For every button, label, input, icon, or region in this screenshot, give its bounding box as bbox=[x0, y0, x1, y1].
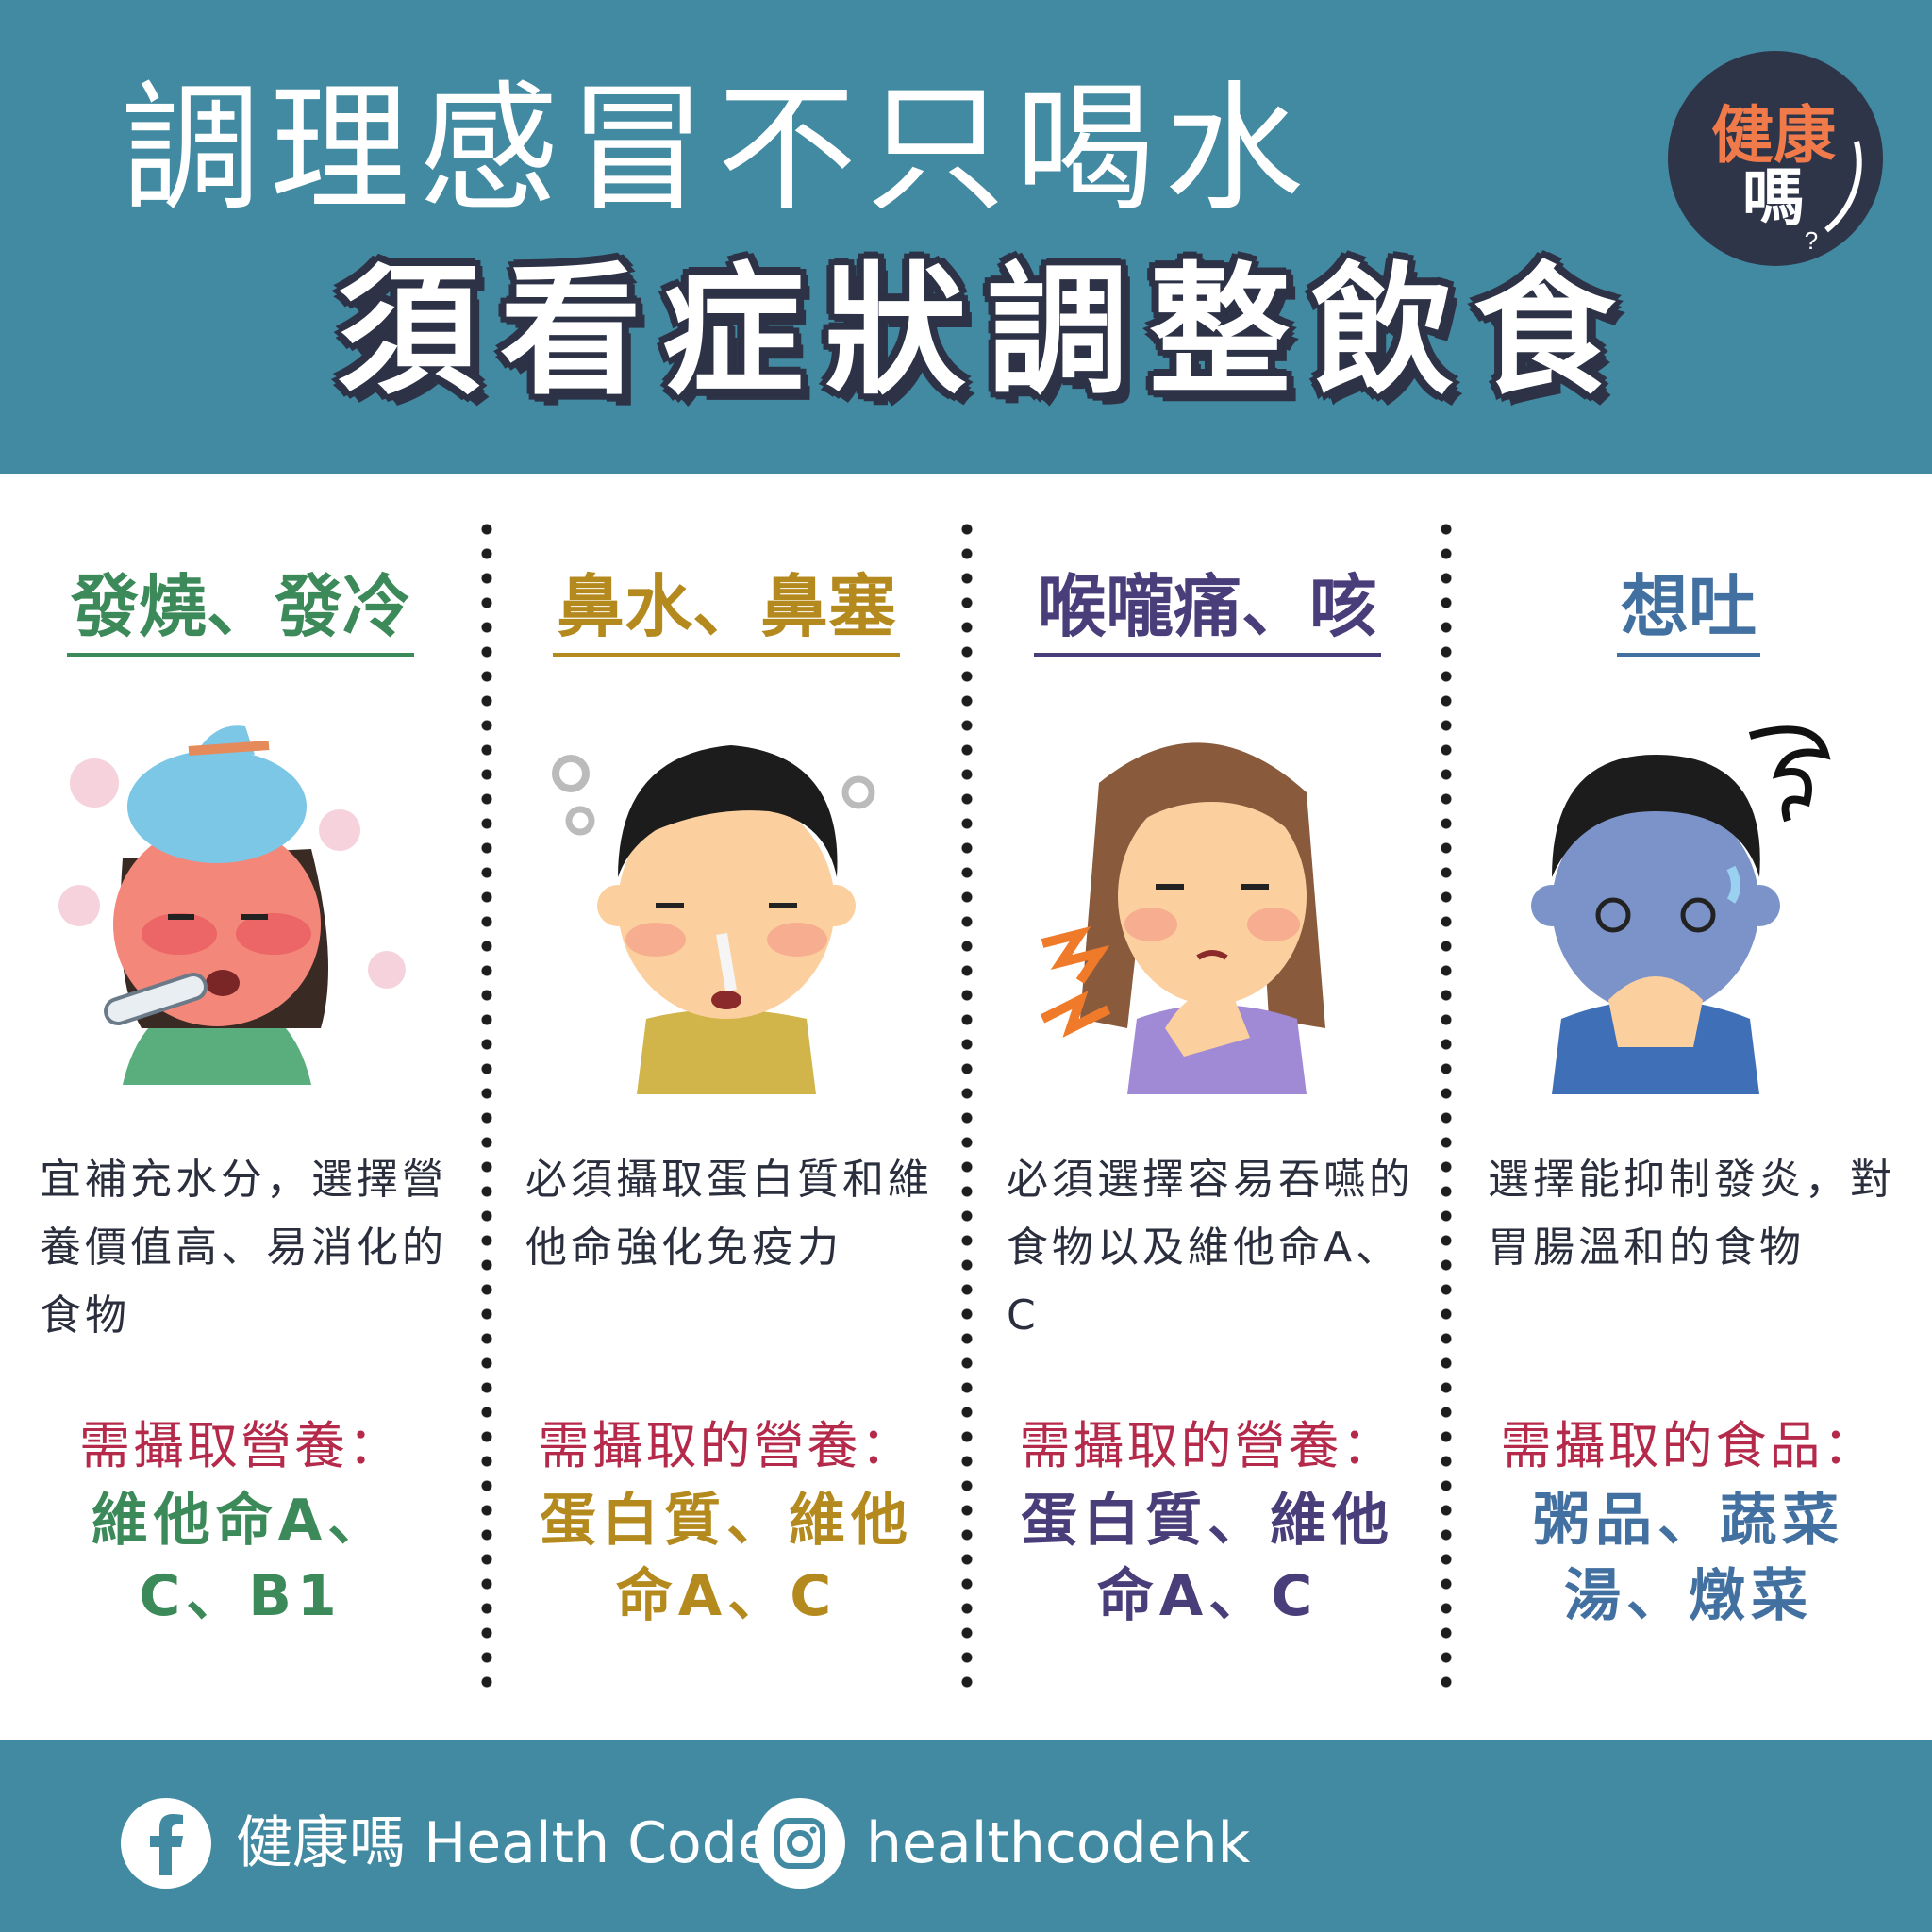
instagram-handle[interactable]: healthcodehk bbox=[866, 1810, 1251, 1876]
runny-nose-person-illustration bbox=[552, 745, 875, 1094]
nutrition-value: 蛋白質、維他 命A、C bbox=[1021, 1488, 1394, 1629]
subtitle: 須看症狀調整飲食 bbox=[337, 250, 1636, 414]
symptom-description: 宜補充水分，選擇營養價值高、易消化的食物 bbox=[40, 1156, 447, 1340]
logo-text-top: 健康 bbox=[1711, 100, 1836, 170]
column-divider bbox=[481, 517, 492, 1698]
symptom-title: 鼻水、鼻塞 bbox=[505, 566, 948, 658]
column-divider bbox=[1441, 517, 1452, 1698]
header-banner bbox=[0, 0, 1932, 474]
symptom-column-runny-nose: 鼻水、鼻塞 必須攝取蛋白質和維他命強化免疫力 需攝取的營養： 蛋白質、維他 命A… bbox=[505, 528, 948, 1707]
nauseous-person-illustration bbox=[1531, 725, 1831, 1094]
logo-question-mark: ? bbox=[1805, 226, 1818, 255]
symptom-column-sore-throat: 喉嚨痛、咳 必須選擇容易吞嚥的食物以及維他命A、C 需攝取的營養： 蛋白質、維他… bbox=[986, 528, 1429, 1707]
footer-bar bbox=[0, 1740, 1932, 1932]
instagram-icon[interactable] bbox=[755, 1798, 845, 1889]
symptom-column-nausea: 想吐 選擇能抑制發炎，對胃腸溫和的食物 需攝取的食品： 粥品、蔬菜 湯、燉菜 bbox=[1467, 528, 1910, 1707]
nutrition-value: 維他命A、 C、B1 bbox=[91, 1488, 391, 1629]
symptom-title: 喉嚨痛、咳 bbox=[986, 566, 1429, 658]
symptom-description: 必須選擇容易吞嚥的食物以及維他命A、C bbox=[1007, 1156, 1414, 1340]
symptom-description: 選擇能抑制發炎，對胃腸溫和的食物 bbox=[1488, 1156, 1895, 1272]
symptom-column-fever: 發燒、發冷 宜補充水分，選擇營養價值高、易消化的食物 需攝取營養： 維他命A、 … bbox=[19, 528, 462, 1707]
facebook-page-name[interactable]: 健康嗎 Health Code bbox=[236, 1810, 773, 1876]
sore-throat-person-illustration bbox=[1040, 742, 1325, 1094]
nutrition-label: 需攝取營養： bbox=[79, 1416, 402, 1475]
symptom-title: 想吐 bbox=[1467, 566, 1910, 658]
column-divider bbox=[961, 517, 973, 1698]
brand-logo: 健康 嗎 ? bbox=[1668, 51, 1883, 266]
nutrition-label: 需攝取的營養： bbox=[1019, 1416, 1396, 1475]
logo-text-bottom: 嗎 bbox=[1742, 162, 1805, 232]
facebook-icon[interactable] bbox=[121, 1798, 211, 1889]
symptom-description: 必須攝取蛋白質和維他命強化免疫力 bbox=[525, 1156, 933, 1272]
nutrition-value: 蛋白質、維他 命A、C bbox=[540, 1488, 913, 1629]
symptom-title: 發燒、發冷 bbox=[19, 566, 462, 658]
fever-person-illustration bbox=[58, 725, 406, 1085]
nutrition-label: 需攝取的營養： bbox=[538, 1416, 915, 1475]
food-label: 需攝取的食品： bbox=[1500, 1416, 1877, 1475]
food-value: 粥品、蔬菜 湯、燉菜 bbox=[1533, 1488, 1844, 1629]
main-title: 調理感冒不只喝水 bbox=[121, 68, 1313, 230]
